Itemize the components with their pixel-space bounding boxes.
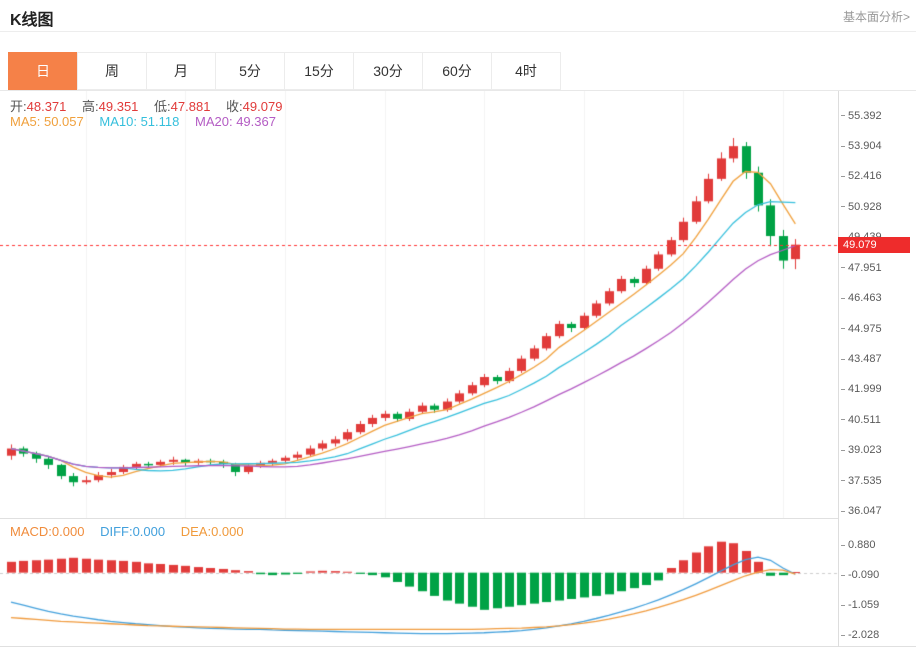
main-axis-label: 55.392 — [841, 109, 882, 123]
tab-week[interactable]: 周 — [77, 52, 147, 90]
close-value: 49.079 — [242, 99, 283, 114]
ma5-value: 50.057 — [43, 114, 84, 129]
macd-label: MACD: — [10, 524, 52, 539]
tab-4hour[interactable]: 4时 — [491, 52, 561, 90]
high-label: 高: — [82, 99, 99, 114]
ma5-label: MA5: — [10, 114, 41, 129]
tab-30min[interactable]: 30分 — [353, 52, 423, 90]
diff-label: DIFF: — [100, 524, 133, 539]
macd-axis-label: 0.880 — [841, 538, 876, 552]
main-axis-label: 39.023 — [841, 443, 882, 457]
tab-day[interactable]: 日 — [8, 52, 78, 90]
low-label: 低: — [154, 99, 171, 114]
main-axis-label: 50.928 — [841, 200, 882, 214]
macd-axis-label: -0.090 — [841, 568, 879, 582]
tab-15min[interactable]: 15分 — [284, 52, 354, 90]
macd-axis-label: -1.059 — [841, 598, 879, 612]
header: K线图 基本面分析> — [0, 0, 916, 32]
ma10-label: MA10: — [99, 114, 137, 129]
ma20-label: MA20: — [194, 114, 233, 129]
main-axis-label: 41.999 — [841, 382, 882, 396]
macd-value: 0.000 — [51, 524, 85, 539]
main-axis-label: 43.487 — [841, 352, 882, 366]
macd-canvas[interactable] — [0, 520, 838, 647]
tab-5min[interactable]: 5分 — [215, 52, 285, 90]
fundamental-analysis-link[interactable]: 基本面分析> — [842, 10, 910, 24]
current-price-tag: 49.079 — [838, 236, 910, 253]
main-axis-label: 36.047 — [841, 504, 882, 518]
main-axis-label: 47.951 — [841, 261, 882, 275]
main-axis-label: 44.975 — [841, 322, 882, 336]
high-value: 49.351 — [98, 99, 139, 114]
ohlc-info: 开:48.371 高:49.351 低:47.881 收:49.079 — [10, 96, 294, 115]
main-axis-label: 53.904 — [841, 139, 882, 153]
main-axis-label: 40.511 — [841, 413, 881, 427]
period-tab-bar: 日 周 月 5分 15分 30分 60分 4时 — [8, 52, 561, 90]
ma10-value: 51.118 — [140, 114, 180, 129]
candlestick-canvas[interactable] — [0, 91, 838, 518]
ma20-value: 49.367 — [236, 114, 276, 129]
tab-month[interactable]: 月 — [146, 52, 216, 90]
macd-axis-label: -2.028 — [841, 628, 879, 642]
ma-info: MA5: 50.057 MA10: 51.118 MA20: 49.367 — [10, 114, 288, 129]
open-value: 48.371 — [26, 99, 67, 114]
open-label: 开: — [10, 99, 27, 114]
close-label: 收: — [226, 99, 243, 114]
current-price-value: 49.079 — [843, 238, 877, 251]
main-axis-label: 37.535 — [841, 474, 882, 488]
main-axis-label: 46.463 — [841, 291, 882, 305]
y-axis-strip: 55.39253.90452.41650.92849.43947.95146.4… — [838, 91, 916, 647]
macd-info: MACD:0.000 DIFF:0.000 DEA:0.000 — [10, 524, 256, 539]
page-title: K线图 — [10, 12, 54, 29]
low-value: 47.881 — [170, 99, 211, 114]
chart-area: 开:48.371 高:49.351 低:47.881 收:49.079 MA5:… — [0, 90, 916, 647]
dea-label: DEA: — [180, 524, 212, 539]
main-axis-label: 52.416 — [841, 169, 882, 183]
tab-60min[interactable]: 60分 — [422, 52, 492, 90]
dea-value: 0.000 — [211, 524, 244, 539]
panel-divider — [0, 518, 838, 519]
diff-value: 0.000 — [132, 524, 166, 539]
